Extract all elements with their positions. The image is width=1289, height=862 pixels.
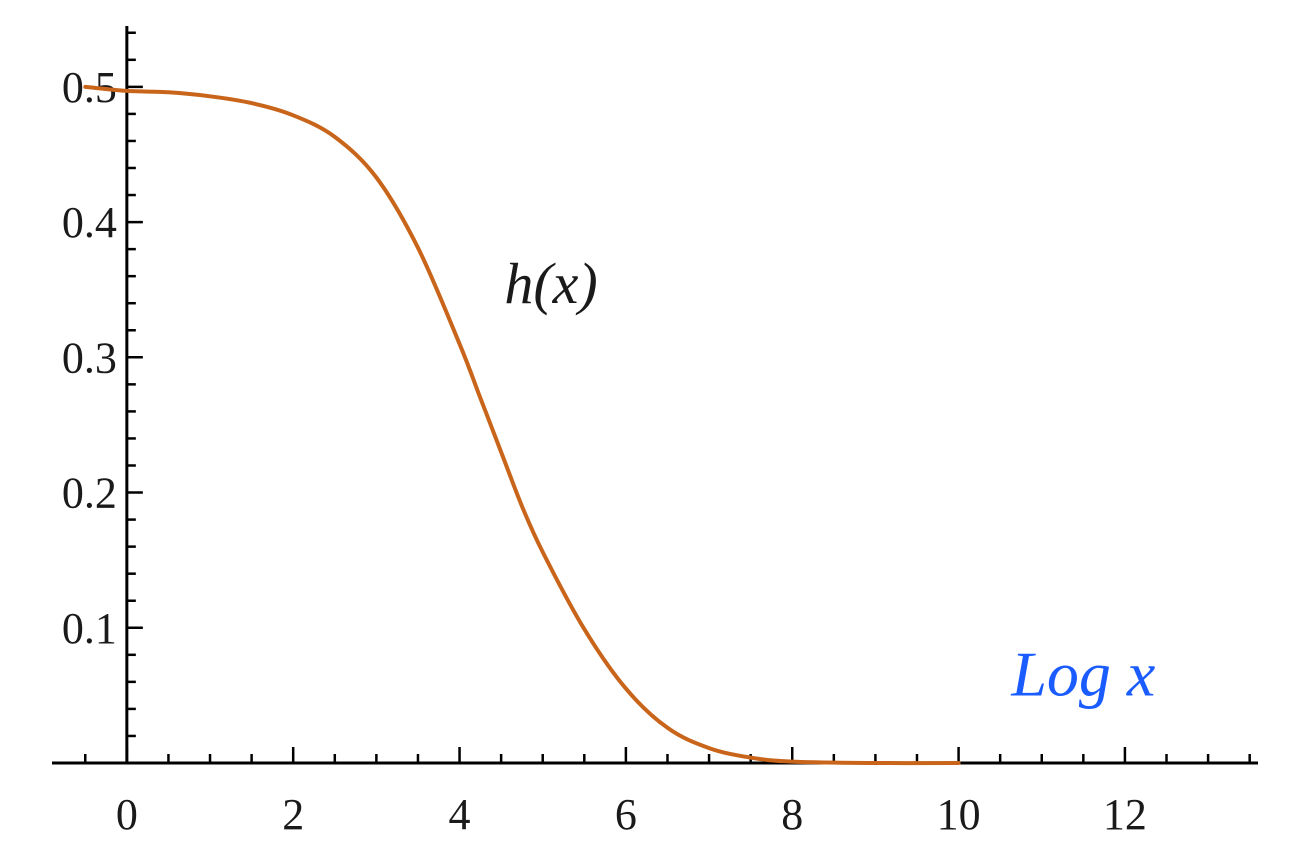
x-tick-label: 12	[1103, 790, 1147, 839]
x-tick-label: 6	[615, 790, 637, 839]
axis-annotation: Log x	[1010, 638, 1155, 709]
curve-annotation: h(x)	[504, 251, 597, 316]
x-tick-label: 4	[449, 790, 471, 839]
series-line-h-x	[83, 84, 961, 766]
y-tick-label: 0.1	[62, 604, 117, 653]
x-tick-label: 10	[937, 790, 981, 839]
y-tick-label: 0.2	[62, 469, 117, 518]
tick-labels-layer: 0 2 4 6 8 10 120.10.20.30.40.5	[62, 63, 1147, 839]
x-tick-label: 8	[781, 790, 803, 839]
x-tick-label: 2	[282, 790, 304, 839]
y-tick-label: 0.3	[62, 333, 117, 382]
x-tick-label: 0	[116, 790, 138, 839]
y-tick-label: 0.4	[62, 198, 117, 247]
